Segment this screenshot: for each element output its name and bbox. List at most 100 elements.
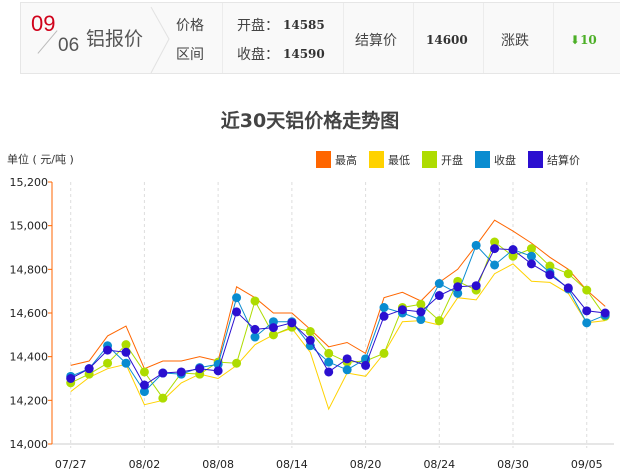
close-label: 收盘： [237,47,279,63]
series-line-0 [70,219,606,370]
legend-swatch [422,151,437,168]
legend-label: 收盘 [494,153,516,167]
data-point [158,393,168,403]
y-tick-label: 15,200 [10,176,49,189]
data-point [490,237,500,247]
data-point [416,307,426,317]
legend-label: 最高 [335,153,357,167]
data-point [471,240,481,250]
data-point [342,354,352,364]
data-point [121,347,131,357]
data-point [268,323,278,333]
data-point [545,270,555,280]
data-point [526,244,536,254]
series-line-3 [70,244,606,393]
legend-label: 结算价 [547,153,580,167]
close-value: 14590 [283,47,325,61]
legend-swatch [528,151,543,168]
data-point [361,354,371,364]
data-point [232,293,242,303]
data-point [379,303,389,313]
data-point [379,311,389,321]
date-day: 06 [58,35,80,56]
data-point [342,365,352,375]
data-point [268,330,278,340]
data-point [139,367,149,377]
legend-item[interactable]: 最高 [316,151,357,168]
legend-item[interactable]: 开盘 [422,151,463,168]
series-line-2 [70,241,606,399]
data-point [582,285,592,295]
data-point [195,364,205,374]
settle-label: 结算价 [355,33,397,49]
legend-item[interactable]: 结算价 [528,151,580,168]
data-point [250,324,260,334]
chart-legend: 最高 最低 开盘 收盘 结算价 [316,151,592,168]
data-point [490,260,500,270]
data-point [232,358,242,368]
data-point [84,364,94,374]
data-point [121,340,131,350]
open-label: 开盘： [237,18,279,34]
x-tick-label: 09/05 [571,458,603,471]
legend-label: 开盘 [441,153,463,167]
y-tick-label: 14,800 [10,263,49,276]
change-label: 涨跌 [501,33,529,49]
legend-swatch [369,151,384,168]
legend-swatch [475,151,490,168]
data-point [434,279,444,289]
data-point [66,374,76,383]
data-point [324,357,334,367]
range-label-1: 价格 [176,18,204,34]
settle-value: 14600 [426,33,468,47]
data-point [250,332,260,342]
date-month: 09 [31,11,56,36]
y-tick-label: 15,000 [10,220,49,233]
open-value: 14585 [283,18,325,32]
data-point [582,318,592,328]
change-amount: 10 [580,33,597,47]
x-tick-label: 08/14 [276,458,308,471]
data-point [397,305,407,315]
data-point [103,358,113,368]
data-point [508,245,518,255]
data-point [361,360,371,370]
chevron-divider-icon [150,6,170,74]
x-tick-label: 08/30 [497,458,529,471]
y-tick-label: 14,200 [10,394,49,407]
y-tick-label: 14,400 [10,351,49,364]
data-point [103,345,113,355]
data-point [471,281,481,291]
data-point [490,244,500,254]
header-title: 铝报价 [86,28,144,50]
data-point [582,306,592,316]
legend-swatch [316,151,331,168]
legend-item[interactable]: 收盘 [475,151,516,168]
x-tick-label: 08/20 [350,458,382,471]
data-point [139,380,149,390]
data-point [453,288,463,298]
data-point [305,327,315,337]
legend-item[interactable]: 最低 [369,151,410,168]
data-point [453,282,463,292]
data-point [250,296,260,306]
data-point [213,366,223,376]
data-point [324,348,334,358]
series-line-1 [70,263,606,411]
legend-label: 最低 [388,153,410,167]
y-axis-unit: 单位 ( 元/吨 ) [7,153,74,166]
x-tick-label: 07/27 [55,458,87,471]
data-point [176,367,186,377]
data-point [563,283,573,293]
chart-title: 近30天铝价格走势图 [220,110,400,132]
y-tick-label: 14,000 [10,438,49,451]
data-point [434,291,444,301]
data-point [324,367,334,377]
series-line-4 [70,248,606,386]
data-point [232,307,242,317]
x-tick-label: 08/02 [129,458,161,471]
data-point [416,315,426,325]
price-header: 09 06 铝报价 价格 区间 开盘： 14585 收盘： 14590 结算价 … [20,2,620,74]
x-tick-label: 08/24 [423,458,455,471]
